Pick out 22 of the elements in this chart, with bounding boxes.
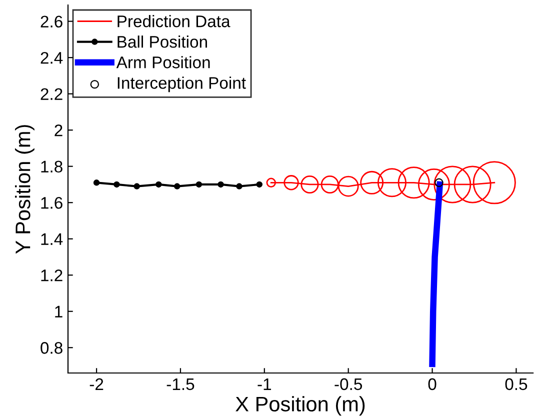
y-tick-label: 2 — [54, 124, 62, 136]
legend-label: Prediction Data — [118, 15, 230, 28]
legend-label: Interception Point — [118, 76, 246, 92]
y-tick-label: 2.6 — [40, 16, 62, 28]
x-tick-label: -0.5 — [334, 378, 362, 390]
x-tick-label: -1.5 — [166, 378, 194, 390]
y-tick-label: 1.8 — [41, 160, 62, 173]
x-tick-label: 0.5 — [505, 378, 528, 390]
legend-label: Arm Position — [116, 56, 210, 68]
x-axis-title: X Position (m) — [236, 396, 365, 416]
y-tick-label: 1 — [55, 306, 62, 318]
y-axis-title: Y Position (m) — [14, 125, 34, 254]
y-tick-label: 0.8 — [40, 342, 62, 354]
y-tick-label: 2.4 — [40, 52, 63, 64]
legend-label: Ball Position — [118, 36, 207, 48]
x-tick-label: -1 — [258, 378, 272, 390]
y-tick-label: 1.6 — [41, 196, 62, 209]
x-tick-label: -2 — [90, 378, 104, 390]
x-tick-label: 0 — [428, 378, 436, 390]
y-tick-label: 1.2 — [41, 270, 62, 282]
y-tick-label: 2.2 — [40, 88, 62, 100]
y-tick-label: 1.4 — [41, 233, 63, 245]
